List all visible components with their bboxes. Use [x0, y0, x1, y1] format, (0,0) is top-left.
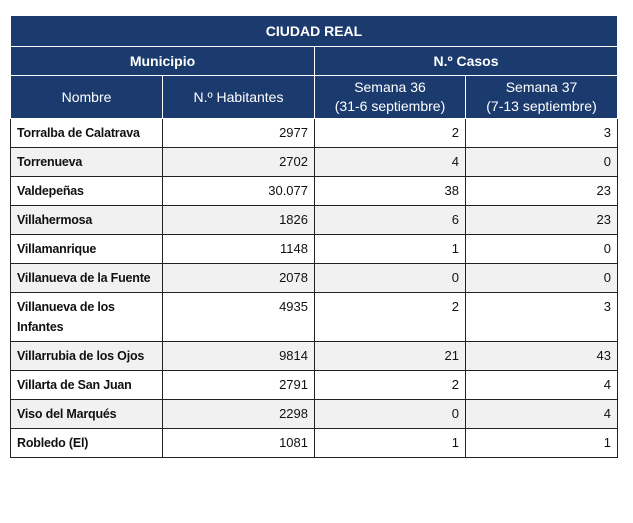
- column-header-row: Nombre N.º Habitantes Semana 36 (31-6 septi…: [10, 75, 619, 119]
- municipality-name: Valdepeñas: [10, 176, 163, 206]
- municipality-name: Villahermosa: [10, 205, 163, 235]
- municipality-name: Villanueva de la Fuente: [10, 263, 163, 293]
- municipality-name: Torralba de Calatrava: [10, 118, 163, 148]
- number-cell: 43: [464, 341, 619, 371]
- column-header: N.º Habitantes: [162, 75, 315, 119]
- municipality-name: Villanueva de los Infantes: [10, 292, 163, 342]
- number-cell: 0: [464, 263, 619, 293]
- column-header-line: N.º Habitantes: [193, 88, 284, 105]
- municipality-name: Torrenueva: [10, 147, 163, 177]
- number-cell: 2: [314, 292, 466, 342]
- number-cell: 4935: [162, 292, 315, 342]
- municipality-name: Villarrubia de los Ojos: [10, 341, 163, 371]
- table-row: Villarrubia de los Ojos 9814 21 43: [10, 341, 619, 371]
- table-row: Villanueva de los Infantes 4935 2 3: [10, 292, 619, 342]
- number-cell: 9814: [162, 341, 315, 371]
- column-header: Semana 36 (31-6 septiembre): [314, 75, 466, 119]
- table-row: Villanueva de la Fuente 2078 0 0: [10, 263, 619, 293]
- municipality-name: Viso del Marqués: [10, 399, 163, 429]
- table-row: Viso del Marqués 2298 0 4: [10, 399, 619, 429]
- column-header-line: (7-13 septiembre): [486, 98, 597, 114]
- number-cell: 1148: [162, 234, 315, 264]
- number-cell: 1: [314, 234, 466, 264]
- number-cell: 4: [464, 399, 619, 429]
- number-cell: 4: [464, 370, 619, 400]
- number-cell: 0: [464, 147, 619, 177]
- number-cell: 30.077: [162, 176, 315, 206]
- column-header-line: Semana 37: [505, 79, 578, 95]
- number-cell: 1081: [162, 428, 315, 458]
- column-header: Semana 37 (7-13 septiembre): [464, 75, 619, 119]
- number-cell: 1: [314, 428, 466, 458]
- number-cell: 0: [464, 234, 619, 264]
- number-cell: 0: [314, 263, 466, 293]
- table-wrap: CIUDAD REAL Municipio N.º Casos Nombre N.…: [9, 15, 619, 458]
- municipality-name: Villamanrique: [10, 234, 163, 264]
- cases-table: CIUDAD REAL Municipio N.º Casos Nombre N.…: [9, 15, 619, 458]
- number-cell: 2791: [162, 370, 315, 400]
- table-row: Valdepeñas 30.077 38 23: [10, 176, 619, 206]
- number-cell: 3: [464, 292, 619, 342]
- table-row: Villamanrique 1148 1 0: [10, 234, 619, 264]
- number-cell: 2078: [162, 263, 315, 293]
- column-header-line: Nombre: [61, 88, 112, 105]
- number-cell: 1826: [162, 205, 315, 235]
- number-cell: 23: [464, 205, 619, 235]
- number-cell: 4: [314, 147, 466, 177]
- column-header-line: (31-6 septiembre): [334, 98, 446, 114]
- number-cell: 2: [314, 370, 466, 400]
- table-title: CIUDAD REAL: [9, 15, 619, 47]
- column-header-line: Semana 36: [354, 79, 426, 95]
- municipality-name: Villarta de San Juan: [10, 370, 163, 400]
- table-row: Torrenueva 2702 4 0: [10, 147, 619, 177]
- group-header: N.º Casos: [313, 46, 619, 76]
- number-cell: 3: [464, 118, 619, 148]
- group-header: Municipio: [10, 46, 315, 76]
- number-cell: 21: [314, 341, 466, 371]
- number-cell: 2702: [162, 147, 315, 177]
- number-cell: 2: [314, 118, 466, 148]
- number-cell: 0: [314, 399, 466, 429]
- table-body: Torralba de Calatrava 2977 2 3 Torrenueva 270…: [10, 118, 619, 458]
- number-cell: 2977: [162, 118, 315, 148]
- table-row: Torralba de Calatrava 2977 2 3: [10, 118, 619, 148]
- number-cell: 2298: [162, 399, 315, 429]
- number-cell: 1: [464, 428, 619, 458]
- municipality-name: Robledo (El): [10, 428, 163, 458]
- column-header: Nombre: [10, 75, 163, 119]
- table-row: Villahermosa 1826 6 23: [10, 205, 619, 235]
- number-cell: 6: [314, 205, 466, 235]
- number-cell: 38: [314, 176, 466, 206]
- table-row: Villarta de San Juan 2791 2 4: [10, 370, 619, 400]
- table-row: Robledo (El) 1081 1 1: [10, 428, 619, 458]
- number-cell: 23: [464, 176, 619, 206]
